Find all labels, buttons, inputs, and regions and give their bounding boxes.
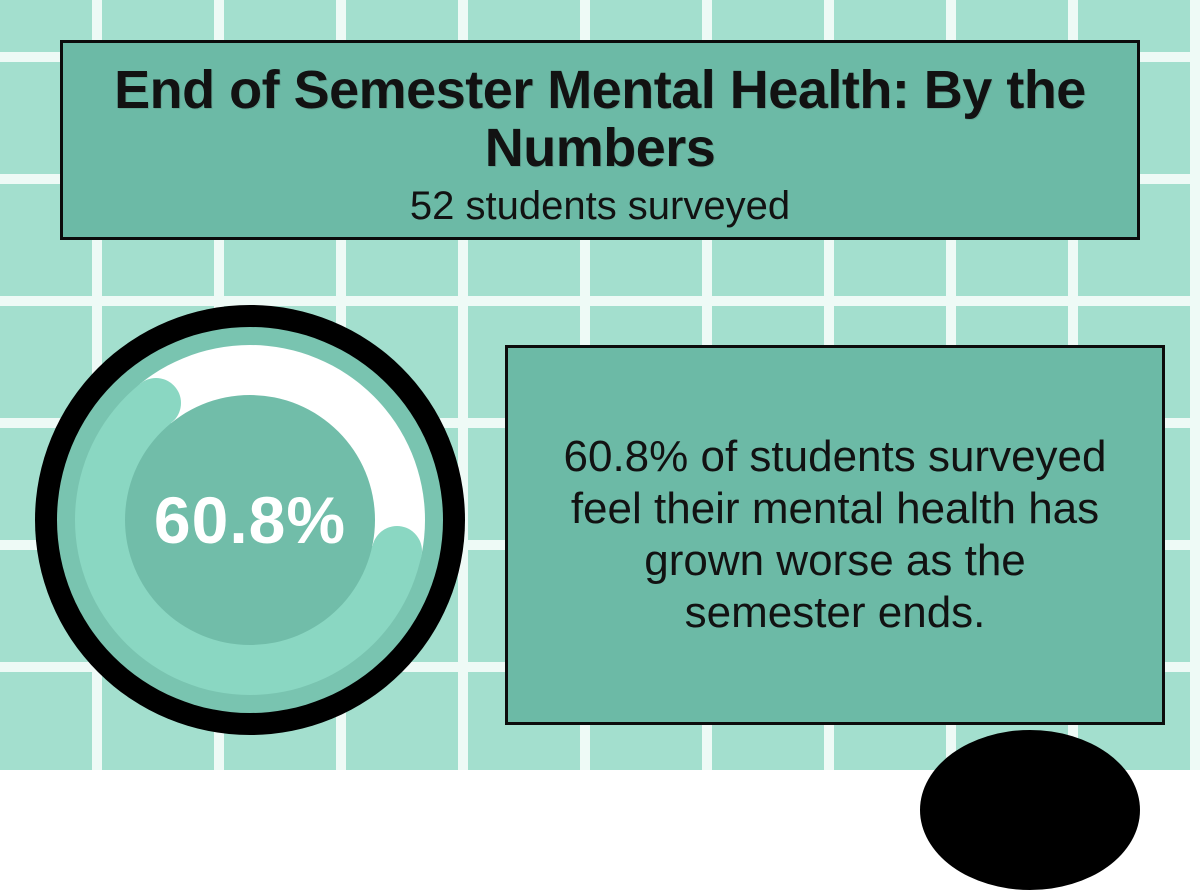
description-text: 60.8% of students surveyed feel their me…	[548, 431, 1122, 639]
header-panel: End of Semester Mental Health: By the Nu…	[60, 40, 1140, 240]
donut-arc-cap	[131, 378, 181, 428]
page-subtitle: 52 students surveyed	[103, 184, 1097, 229]
page-title: End of Semester Mental Health: By the Nu…	[103, 61, 1097, 178]
description-panel: 60.8% of students surveyed feel their me…	[505, 345, 1165, 725]
donut-chart: 60.8%	[35, 305, 465, 735]
donut-center: 60.8%	[125, 395, 375, 645]
donut-arc-cap	[372, 526, 422, 576]
donut-value-label: 60.8%	[154, 482, 346, 558]
partial-shape-icon	[920, 730, 1140, 890]
